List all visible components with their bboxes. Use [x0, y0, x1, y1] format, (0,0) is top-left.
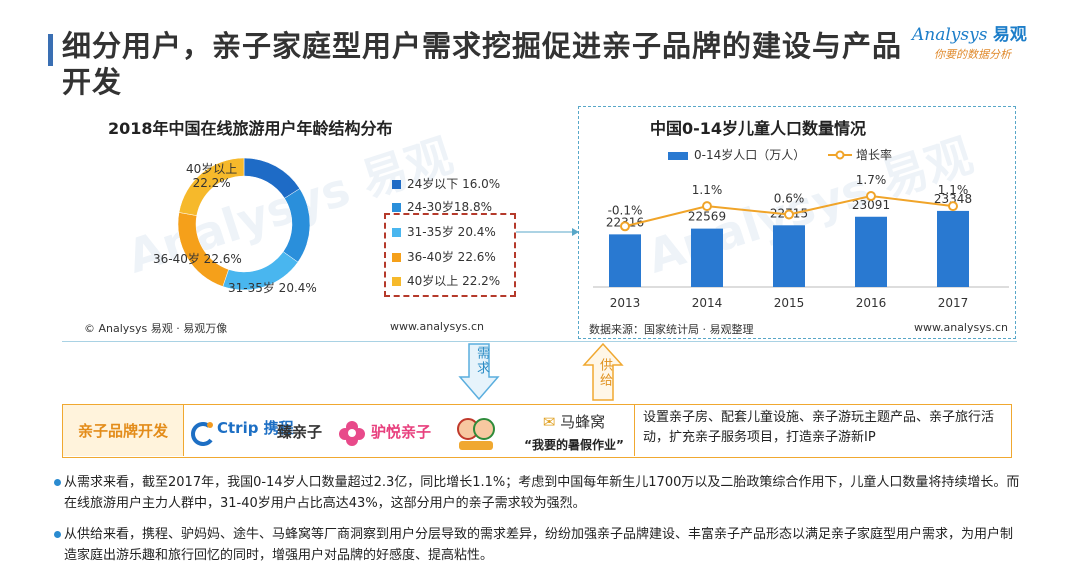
- slice-label-40plus: 40岁以上 22.2%: [186, 162, 238, 190]
- legend-swatch: [392, 180, 401, 189]
- growth-rate-label: 1.7%: [856, 173, 887, 187]
- bar-2017: [937, 210, 969, 287]
- donut-chart: [177, 157, 311, 291]
- brand-logo: Analysys 易观 你要的数据分析: [912, 20, 1062, 70]
- slice-label-31-35: 31-35岁 20.4%: [228, 281, 317, 295]
- bullet-dot: [54, 479, 61, 486]
- lvyue-flower-icon: [339, 421, 365, 446]
- mafengwo-slogan: “我要的暑假作业”: [524, 438, 624, 452]
- legend-item-over40: 40岁以上 22.2%: [392, 272, 500, 289]
- donut-slice-0: [243, 157, 301, 199]
- legend-swatch: [392, 203, 401, 212]
- brand-bar-description: 设置亲子房、配套儿童设施、亲子游玩主题产品、亲子旅行活动，扩充亲子服务项目，打造…: [634, 405, 1010, 456]
- legend-item-population: 0-14岁人口（万人）: [668, 146, 805, 163]
- bar-value-label: 23091: [852, 198, 890, 212]
- growth-rate-label: 0.6%: [774, 192, 805, 206]
- lvyue-logo: 驴悦亲子: [337, 413, 447, 453]
- right-source: 数据来源：国家统计局 · 易观整理: [589, 323, 754, 336]
- bullet-supply: 从供给来看，携程、驴妈妈、途牛、马蜂窝等厂商洞察到用户分层导致的需求差异，纷纷加…: [54, 524, 1024, 566]
- bar-value-label: 22569: [688, 210, 726, 224]
- x-tick-label: 2015: [774, 296, 805, 310]
- x-tick-label: 2017: [938, 296, 969, 310]
- mafengwo-wordmark: ✉ 马蜂窝: [542, 413, 606, 431]
- tuniu-logo: [455, 411, 499, 455]
- lvyue-wordmark: 驴悦亲子: [371, 423, 432, 441]
- demand-label: 需求: [474, 346, 489, 376]
- brand-bar-label: 亲子品牌开发: [63, 405, 184, 456]
- connector-arrow: [516, 228, 579, 236]
- highlight-box: [384, 213, 516, 297]
- legend-item-growth: 增长率: [828, 146, 892, 163]
- bar-2016: [855, 216, 887, 287]
- slice-label-36-40: 36-40岁 22.6%: [153, 252, 242, 266]
- donut-slice-4: [178, 157, 245, 216]
- supply-arrow-icon: [582, 343, 624, 401]
- legend-item-36-40: 36-40岁 22.6%: [392, 248, 496, 265]
- legend-swatch: [392, 253, 401, 262]
- legend-item-24-30: 24-30岁18.8%: [392, 198, 492, 215]
- bullet-dot: [54, 531, 61, 538]
- bar-chart-title: 中国0-14岁儿童人口数量情况: [650, 119, 867, 138]
- mafengwo-logo: ✉ 马蜂窝 “我要的暑假作业”: [519, 411, 629, 455]
- legend-item-31-35: 31-35岁 20.4%: [392, 223, 496, 240]
- bar-chart-frame: [578, 106, 1016, 339]
- brand-development-bar: 亲子品牌开发 Ctrip 携程 臻亲子 驴悦亲子 ✉ 马蜂窝 “我要的暑假作业”…: [62, 404, 1012, 458]
- bullet-demand: 从需求来看，截至2017年，我国0-14岁人口数量超过2.3亿，同比增长1.1%…: [54, 472, 1024, 514]
- donut-slice-1: [282, 188, 311, 263]
- bar-2013: [609, 234, 641, 287]
- supply-label: 供给: [597, 358, 612, 388]
- legend-item-under24: 24岁以下 16.0%: [392, 175, 500, 192]
- bar-2014: [691, 228, 723, 287]
- mafengwo-icon: ✉: [542, 413, 556, 431]
- growth-rate-point: [948, 201, 958, 212]
- legend-swatch: [668, 152, 688, 160]
- x-tick-label: 2013: [610, 296, 641, 310]
- tuniu-kids-icon: [457, 418, 495, 450]
- growth-rate-label: 1.1%: [938, 183, 969, 197]
- growth-rate-label: 1.1%: [692, 183, 723, 197]
- logo-slogan: 你要的数据分析: [934, 48, 1011, 61]
- legend-line-marker: [828, 150, 852, 160]
- x-tick-label: 2014: [692, 296, 723, 310]
- demand-arrow-icon: [458, 343, 500, 401]
- growth-rate-point: [866, 191, 876, 202]
- zhenqinzi-logo: 臻亲子: [277, 423, 323, 441]
- right-url: www.analysys.cn: [914, 321, 1008, 334]
- page-title: 细分用户，亲子家庭型用户需求挖掘促进亲子品牌的建设与产品开发: [62, 29, 903, 99]
- bar-2015: [773, 225, 805, 287]
- left-source: © Analysys 易观 · 易观万像: [84, 322, 228, 335]
- bar-line-chart: 2231620132256920142271520152309120162334…: [593, 173, 1009, 310]
- growth-rate-point: [702, 201, 712, 212]
- growth-rate-label: -0.1%: [608, 203, 643, 217]
- divider: [62, 341, 1017, 342]
- left-url: www.analysys.cn: [390, 320, 484, 333]
- title-accent-bar: [48, 34, 53, 66]
- legend-swatch: [392, 228, 401, 237]
- legend-swatch: [392, 277, 401, 286]
- ctrip-wordmark: Ctrip 携程: [217, 419, 294, 437]
- x-tick-label: 2016: [856, 296, 887, 310]
- ctrip-swirl-icon: [191, 422, 213, 446]
- ctrip-logo: Ctrip 携程: [189, 411, 294, 453]
- donut-chart-title: 2018年中国在线旅游用户年龄结构分布: [108, 119, 393, 138]
- logo-wordmark: Analysys 易观: [912, 25, 1027, 45]
- growth-rate-point: [620, 221, 630, 232]
- growth-rate-point: [784, 209, 794, 220]
- bar-value-label: 23348: [934, 192, 972, 206]
